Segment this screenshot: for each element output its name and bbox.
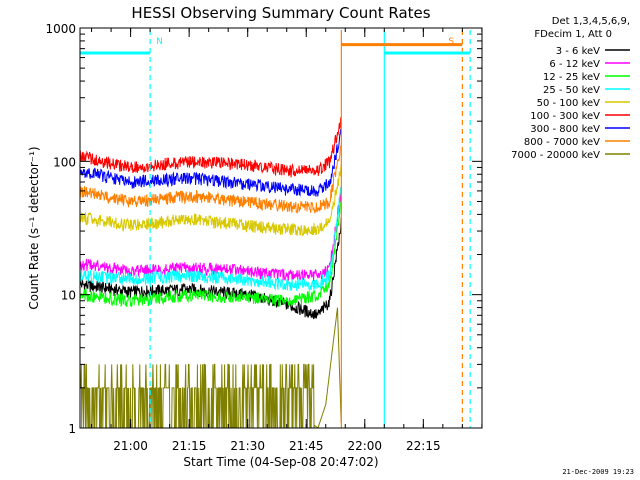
legend-label: 12 - 25 keV [543,72,600,83]
y-tick-label: 1 [68,422,76,436]
flag-label: N [156,37,163,47]
flag-label: S [448,37,454,47]
series-line [79,144,342,214]
timestamp-footer: 21-Dec-2009 19:23 [562,468,634,476]
x-axis: 21:00 21:15 21:30 21:45 22:00 22:15 [91,28,483,453]
legend-label: 800 - 7000 keV [524,137,600,148]
legend-label: 50 - 100 keV [537,98,601,109]
y-tick-label: 100 [53,155,76,169]
legend-label: 7000 - 20000 keV [511,150,600,161]
series-line [79,163,342,236]
y-tick-label: 1000 [45,22,76,36]
y-tick-label: 10 [61,289,76,303]
y-axis-label: Count Rate (s⁻¹ detector⁻¹) [27,146,41,309]
legend-header-2: FDecim 1, Att 0 [534,29,612,40]
x-tick-label: 21:15 [172,439,207,453]
legend-header-1: Det 1,3,4,5,6,9, [552,16,630,27]
series-line [79,129,342,197]
series-line [79,217,342,320]
chart-title: HESSI Observing Summary Count Rates [131,4,430,22]
x-tick-label: 21:30 [230,439,265,453]
plot-frame [79,27,483,429]
x-tick-label: 22:00 [347,439,382,453]
series-line [79,200,342,308]
legend-label: 100 - 300 keV [530,111,600,122]
series-line [79,187,342,292]
x-axis-label: Start Time (04-Sep-08 20:47:02) [183,455,378,469]
x-tick-label: 21:00 [113,439,148,453]
legend-label: 6 - 12 keV [549,59,600,70]
y-axis: 1 10 100 1000 [45,22,482,436]
series-line [79,117,342,178]
series-traces [79,117,342,429]
series-line [79,307,342,429]
legend-label: 3 - 6 keV [556,46,600,57]
legend-label: 300 - 800 keV [530,124,600,135]
legend-label: 25 - 50 keV [543,85,600,96]
legend: Det 1,3,4,5,6,9, FDecim 1, Att 0 3 - 6 k… [511,16,630,161]
x-tick-label: 21:45 [289,439,324,453]
x-tick-label: 22:15 [406,439,441,453]
